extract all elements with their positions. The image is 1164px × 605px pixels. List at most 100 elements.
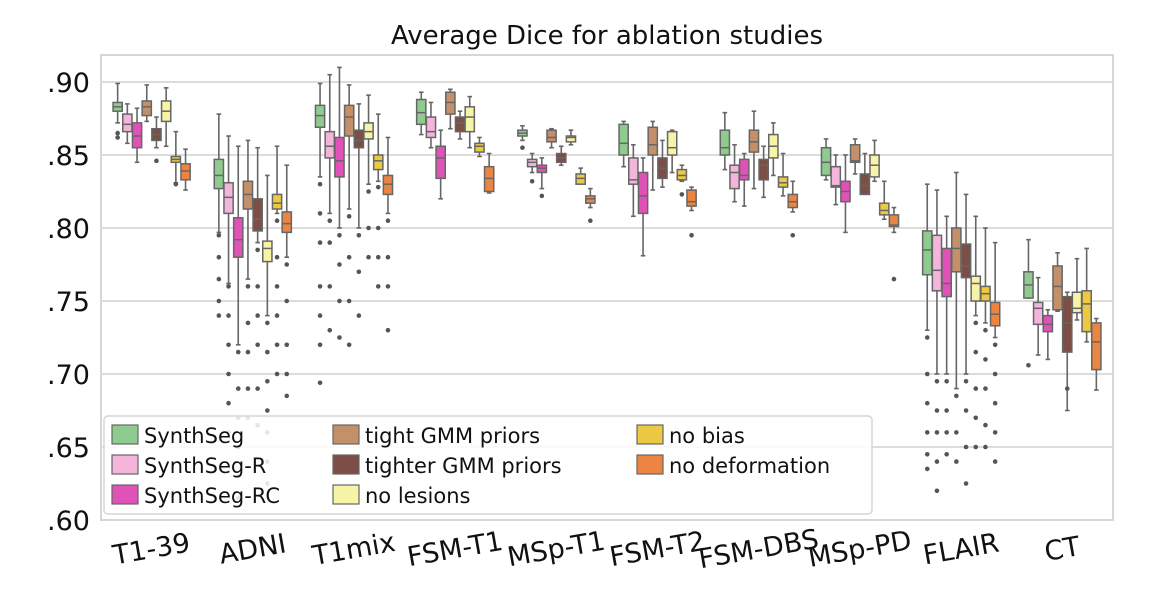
outlier-point [317,284,323,289]
box [131,107,143,164]
box [170,130,182,187]
box [141,84,153,123]
box-body [931,234,943,292]
series-tight-gmm-priors [141,84,1063,464]
legend-label: no bias [669,424,745,448]
legend-label: SynthSeg [144,424,244,448]
outlier-point [973,349,979,355]
x-tick-label: MSp-PD [806,525,914,574]
box-body [686,189,697,207]
box [787,180,799,238]
box [628,143,639,218]
box [151,116,162,164]
y-tick-label: .65 [47,433,90,464]
outlier-point [992,430,998,435]
series-tighter-gmm-priors [151,103,1073,486]
outlier-point [385,284,391,289]
box-body [454,116,466,133]
outlier-point [337,298,342,304]
outlier-point [284,262,290,267]
outlier-point [274,342,280,348]
y-tick-label: .75 [47,287,90,318]
box [951,171,962,464]
outlier-point [255,313,260,318]
box-body [262,240,273,263]
outlier-point [385,254,391,260]
outlier-point [226,313,231,318]
box-body [637,171,649,215]
outlier-point [954,393,959,399]
box [112,82,124,140]
outlier-point [245,284,251,289]
outlier-point [375,284,381,289]
box [363,94,374,260]
outlier-point [317,313,323,318]
series-no-lesions [160,87,1083,486]
box [281,164,293,399]
box [343,84,355,348]
box-body [232,217,244,258]
box [869,139,880,183]
outlier-point [375,254,381,260]
series-synthseg-rc [131,66,1054,501]
box [585,187,596,223]
outlier-point [944,408,949,413]
outlier-point [226,400,231,406]
outlier-point [346,298,352,304]
outlier-point [375,184,381,190]
y-axis-ticks: .60 .65 .70 .75 .80 .85 .90 [47,68,90,537]
box [372,113,384,289]
outlier-point [235,349,241,355]
outlier-point [366,189,371,194]
outlier-point [274,284,280,289]
outlier-point [679,192,685,197]
outlier-point [346,342,352,348]
box [820,138,832,181]
legend-swatch [332,454,360,475]
outlier-point [944,379,949,384]
box [445,88,456,130]
box-body [213,158,225,190]
outlier-point [934,488,940,494]
outlier-point [366,254,371,260]
outlier-point [255,247,260,253]
outlier-point [216,233,222,238]
outlier-point [356,233,362,238]
box-body [343,104,355,137]
outlier-point [385,218,391,223]
y-tick-label: .80 [47,214,90,245]
box [474,136,485,158]
box-body [252,198,264,232]
outlier-point [973,415,979,421]
outlier-point [983,422,988,428]
box [618,120,629,168]
y-tick-label: .60 [47,506,90,537]
chart-title: Average Dice for ablation studies [391,21,823,51]
outlier-point [934,430,940,435]
box [314,82,326,386]
outlier-point [274,254,280,260]
outlier-point [983,357,988,362]
outlier-point [1026,362,1031,368]
box-body [859,173,871,196]
outlier-point [216,254,222,260]
outlier-point [337,262,342,267]
outlier-point [973,386,979,391]
outlier-point [954,430,959,435]
outlier-point [327,240,333,245]
outlier-point [924,452,930,457]
box [777,152,789,197]
legend-swatch [111,424,139,445]
outlier-point [245,320,251,326]
box [647,120,659,191]
box [271,145,283,377]
legend-swatch [332,424,360,445]
outlier-point [924,371,930,377]
outlier-point [337,335,342,340]
box [575,167,586,185]
box [252,146,264,428]
outlier-point [973,320,979,326]
box [1071,257,1083,321]
outlier-point [520,145,525,150]
legend-label: tighter GMM priors [365,454,562,478]
